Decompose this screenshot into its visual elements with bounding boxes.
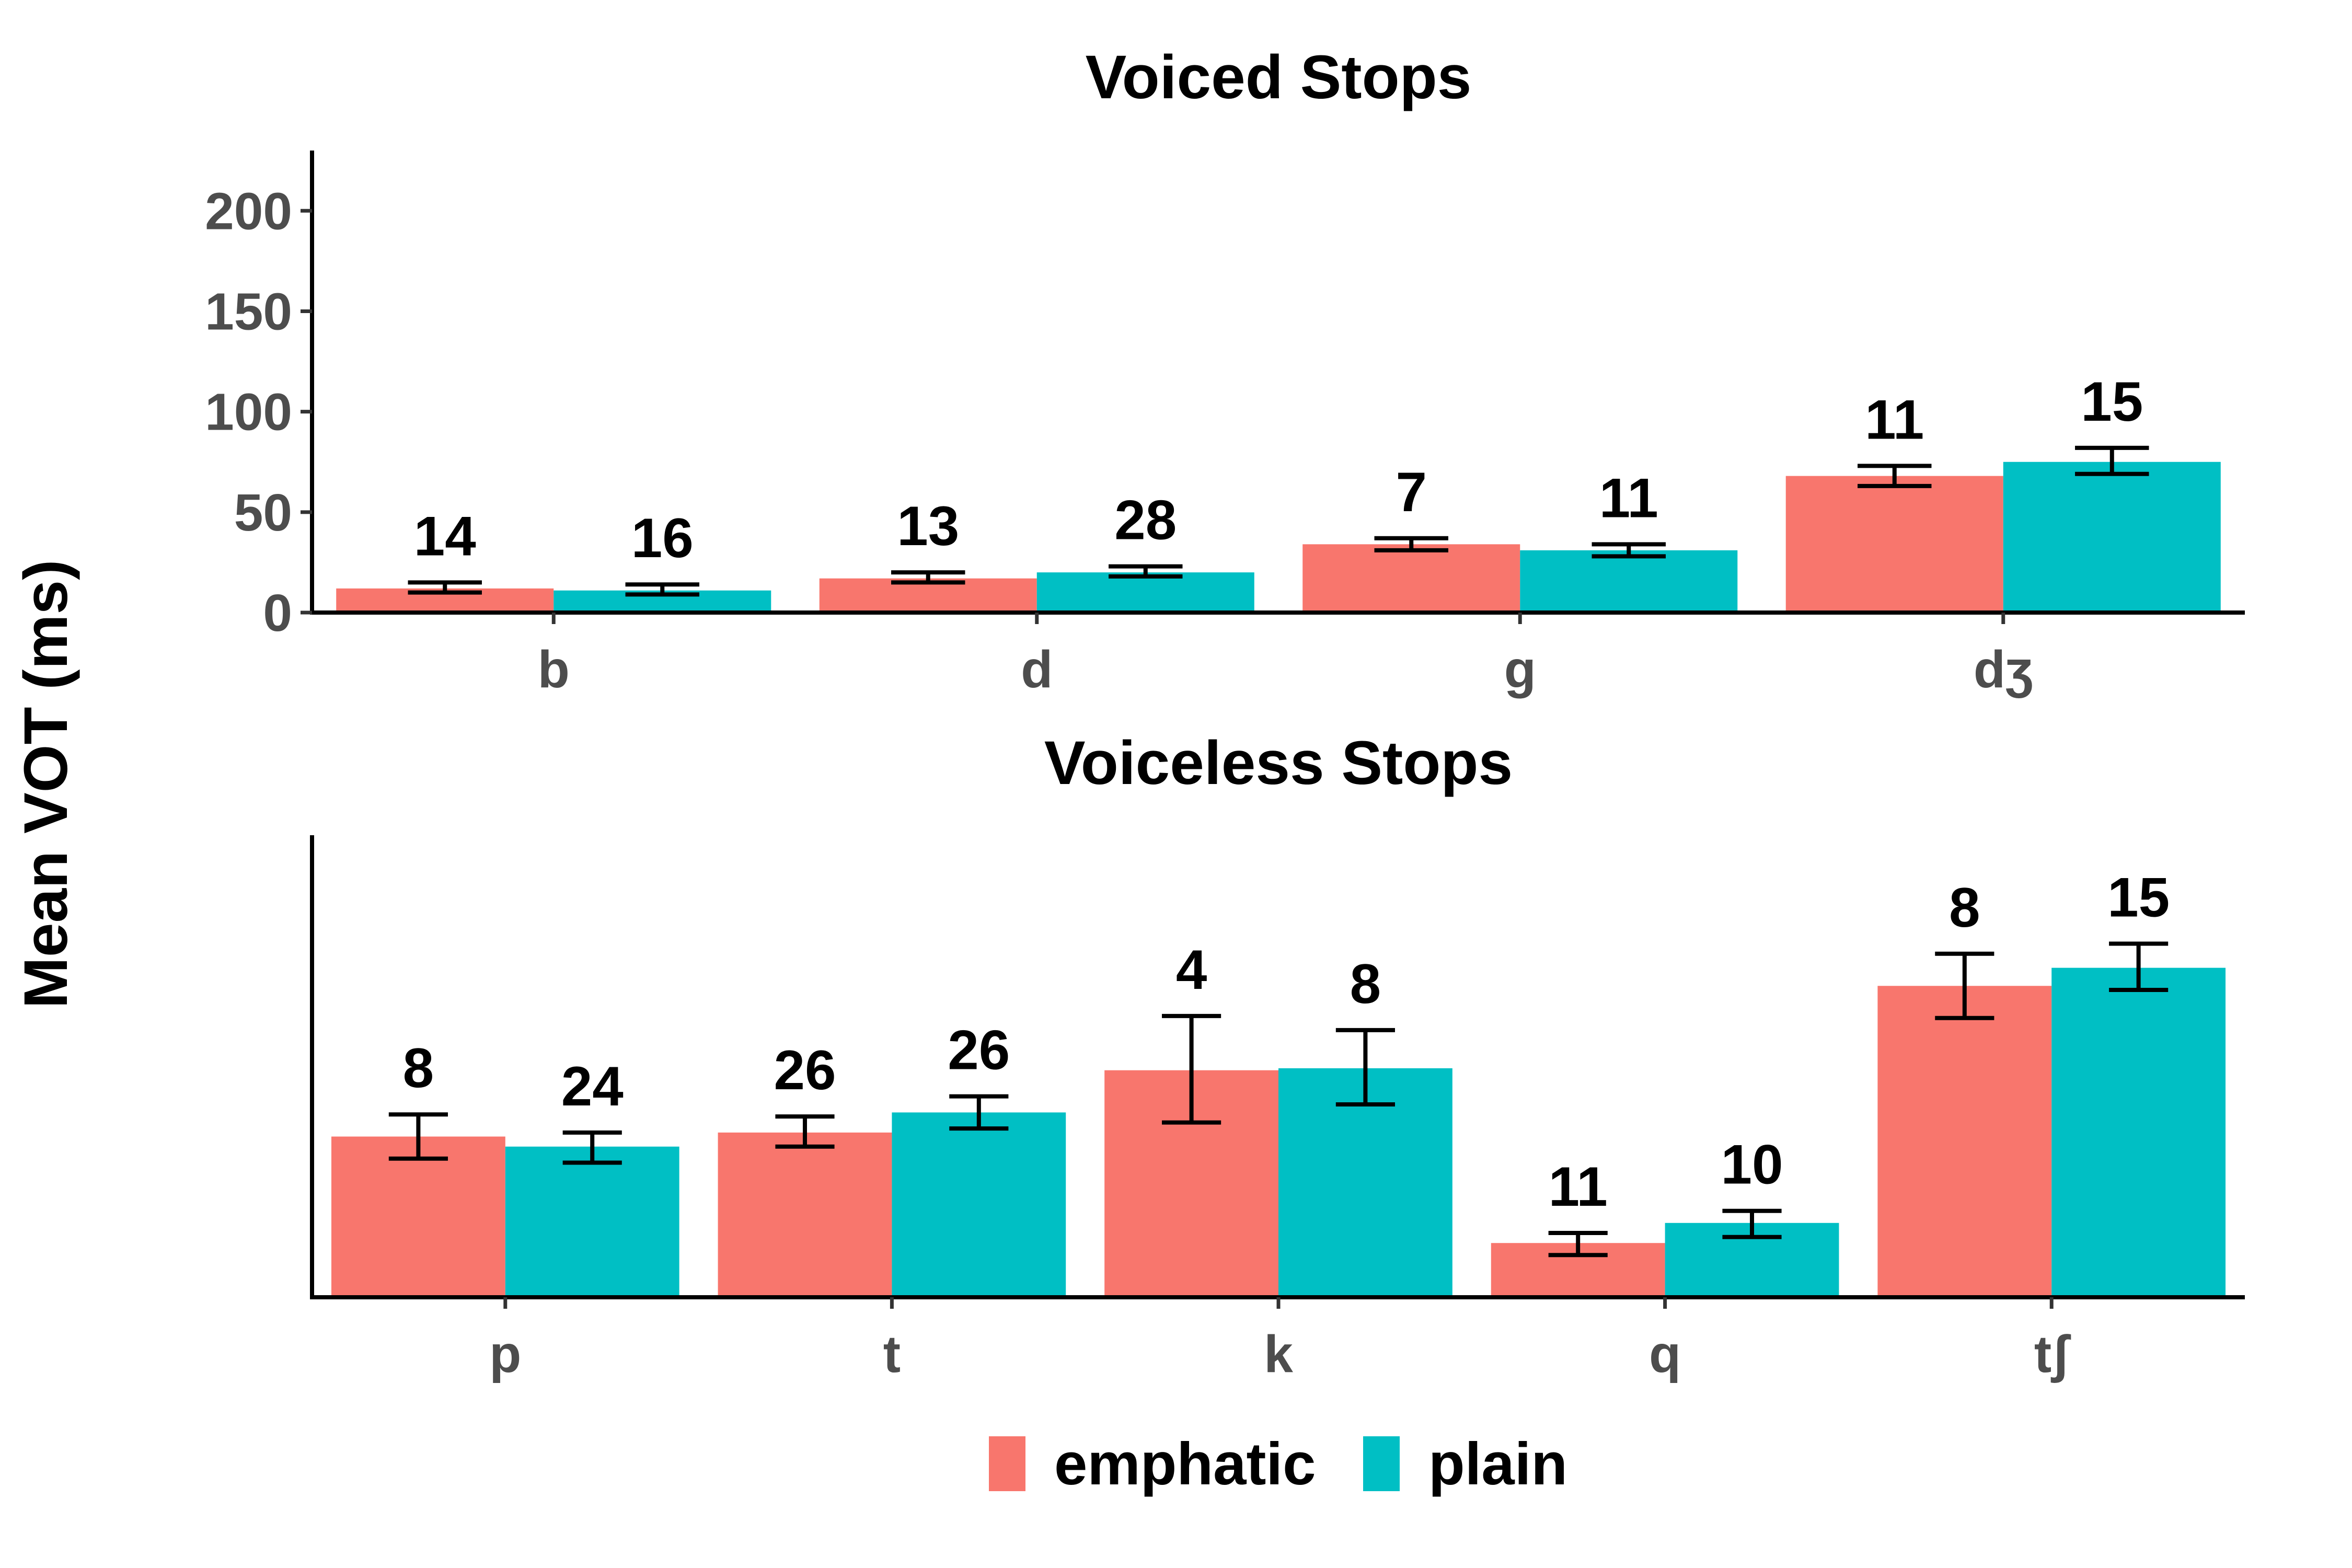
bar-emphatic-t (718, 1132, 892, 1297)
legend-swatch-emphatic (989, 1436, 1025, 1491)
data-label: 8 (1949, 876, 1980, 939)
legend: emphatic plain (989, 1431, 1567, 1497)
data-label: 11 (1865, 388, 1924, 451)
panels: Voiced Stops 14 13 7 11 16 28 11 15 b d g dʒ 0 50 100 15… (205, 43, 2245, 1383)
panel-title: Voiceless Stops (1044, 729, 1513, 798)
data-label: 14 (414, 504, 476, 567)
data-label: 26 (774, 1039, 836, 1101)
y-tick-label: 0 (263, 584, 292, 642)
bar-emphatic-tʃ (1877, 986, 2052, 1297)
data-label: 4 (1176, 938, 1207, 1001)
data-label: 8 (1350, 952, 1381, 1015)
x-tick-label: q (1649, 1325, 1681, 1383)
panel-2: Voiceless Stops 8 26 4 11 8 24 26 8 10 15 p t k q tʃ (310, 729, 2245, 1383)
data-label: 28 (1114, 489, 1177, 551)
y-tick-label: 50 (234, 483, 292, 542)
data-label: 11 (1599, 466, 1658, 529)
data-label: 24 (561, 1055, 624, 1117)
y-tick-label: 100 (205, 383, 292, 442)
y-tick-label: 200 (205, 182, 292, 240)
x-tick-label: k (1264, 1325, 1293, 1383)
bar-plain-tʃ (2051, 967, 2226, 1297)
x-tick-label: tʃ (2034, 1325, 2071, 1383)
panel-title: Voiced Stops (1086, 43, 1472, 112)
bar-plain-g (1520, 550, 1738, 613)
data-label: 16 (631, 506, 694, 569)
x-tick-label: d (1021, 640, 1053, 699)
data-label: 15 (2081, 370, 2143, 433)
bar-plain-p (505, 1146, 679, 1297)
bar-emphatic-p (331, 1136, 505, 1297)
bar-plain-d (1036, 572, 1254, 613)
data-label: 7 (1396, 460, 1427, 523)
y-axis-title: Mean VOT (ms) (11, 560, 80, 1009)
data-label: 8 (403, 1036, 434, 1099)
data-label: 26 (948, 1019, 1010, 1081)
bar-emphatic-g (1302, 544, 1520, 613)
x-tick-label: p (489, 1325, 521, 1383)
data-label: 15 (2107, 866, 2170, 929)
bar-plain-t (892, 1112, 1066, 1297)
legend-label-emphatic: emphatic (1054, 1431, 1316, 1497)
bar-plain-dʒ (2003, 462, 2221, 613)
x-tick-label: t (883, 1325, 901, 1383)
x-tick-label: dʒ (1974, 640, 2033, 699)
x-tick-label: b (538, 640, 570, 699)
x-tick-label: g (1504, 640, 1536, 699)
bar-emphatic-dʒ (1785, 476, 2003, 613)
data-label: 13 (897, 494, 959, 557)
data-label: 10 (1721, 1133, 1783, 1196)
data-label: 11 (1549, 1155, 1608, 1218)
y-tick-label: 150 (205, 282, 292, 341)
panel-1: Voiced Stops 14 13 7 11 16 28 11 15 b d g dʒ 0 50 100 15… (205, 43, 2245, 699)
legend-swatch-plain (1363, 1436, 1400, 1491)
legend-label-plain: plain (1428, 1431, 1567, 1497)
